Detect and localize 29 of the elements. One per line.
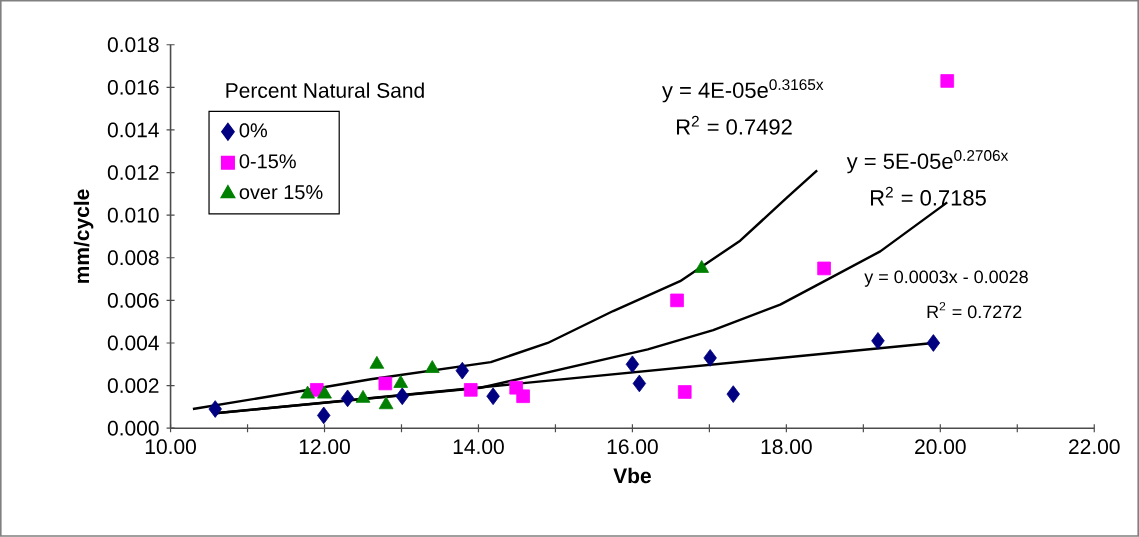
annotation: R$^{2}$ = 0.7492 [677,115,792,135]
y-tick-label: 0.014 [107,122,159,138]
x-tick-label: 10.00 [145,439,196,455]
y-axis-title: mm/cycle [73,189,94,283]
x-axis-title: Vbe [613,467,651,484]
x-tick-label: 22.00 [1069,439,1120,455]
y-tick-label: 0.006 [107,293,159,308]
legend-label: over 15% [239,185,323,200]
y-tick-label: 0.004 [107,335,159,351]
x-tick-label: 18.00 [761,439,812,455]
y-tick-label: 0.000 [107,420,159,436]
y-tick-label: 0.002 [107,378,159,394]
annotation: R$^{2}$ = 0.7185 [870,186,986,206]
y-tick-label: 0.010 [107,207,159,223]
legend-label: 0-15% [239,154,296,169]
annotation: y = 5E-05e$^{0.2706x}$ [846,150,1009,174]
x-tick-label: 20.00 [915,439,966,455]
x-tick-label: 14.00 [453,439,504,455]
annotation: y = 4E-05e$^{0.3165x}$ [662,79,824,103]
y-tick-label: 0.012 [107,165,159,181]
y-tick-label: 0.016 [107,80,159,95]
y-tick-label: 0.018 [107,37,159,53]
legend-label: 0% [239,123,268,138]
legend-title: Percent Natural Sand [226,82,424,98]
x-tick-label: 12.00 [299,439,350,455]
annotation: R$^{2}$ = 0.7272 [927,302,1022,319]
annotation: y = 0.0003x - 0.0028 [864,270,1028,287]
x-tick-label: 16.00 [607,439,658,455]
y-tick-label: 0.008 [107,250,159,266]
